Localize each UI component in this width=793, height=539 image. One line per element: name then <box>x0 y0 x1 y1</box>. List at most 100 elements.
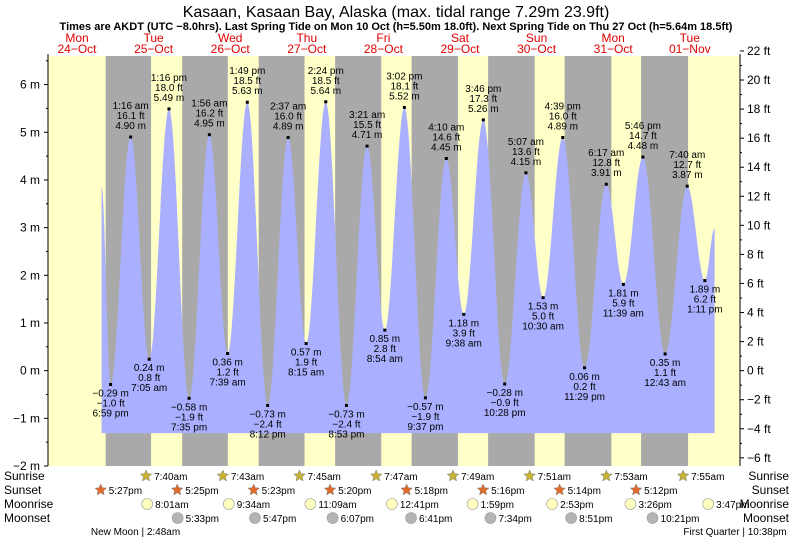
tide-label: 18.5 ft <box>233 76 261 87</box>
moonrise-time: 2:53pm <box>560 500 593 511</box>
row-label-right-sunrise: Sunrise <box>748 469 789 483</box>
sunset-time: 5:18pm <box>415 486 448 497</box>
tide-point <box>703 279 707 283</box>
sunset-icon <box>476 483 490 496</box>
day-headers: Mon24−OctTue25−OctWed26−OctThu27−OctFri2… <box>57 31 710 56</box>
tide-label: 6.2 ft <box>694 295 716 306</box>
day-header-dow: Fri <box>376 31 390 45</box>
tide-label: 16.1 ft <box>117 111 145 122</box>
day-header-date: 25−Oct <box>134 42 174 56</box>
moonset-time: 8:51pm <box>579 514 612 525</box>
tide-label: 7:05 am <box>131 383 167 394</box>
tide-label: 5.0 ft <box>532 312 554 323</box>
day-header-dow: Mon <box>65 31 88 45</box>
axes: −2 m −1 m 0 m 1 m 2 m 3 m 4 m 5 m 6 m −6 ft −4 ft −… <box>13 44 771 473</box>
moonset-icon <box>171 512 184 524</box>
tide-label: 4.15 m <box>511 157 542 168</box>
moon-phase-label: New Moon | 2:48am <box>91 527 180 538</box>
right-tick-label: −4 ft <box>747 422 771 436</box>
day-header-dow: Tue <box>680 31 701 45</box>
tide-label: 0.35 m <box>650 358 681 369</box>
tide-point <box>423 396 427 400</box>
tide-label: 11:39 am <box>603 308 644 319</box>
sunrise-icon <box>293 469 306 482</box>
tide-label: 1.89 m <box>690 285 721 296</box>
moonrise-icon <box>702 498 714 510</box>
tide-label: 7:39 am <box>210 377 246 388</box>
tide-point <box>583 366 587 370</box>
tide-point <box>365 144 369 148</box>
moonset-icon <box>484 512 497 524</box>
tide-label: 5:07 am <box>508 137 544 148</box>
moonrise-icon <box>624 498 637 510</box>
row-label-right-sunset: Sunset <box>752 483 790 497</box>
moonset-icon <box>405 512 417 524</box>
tide-label: 0.57 m <box>291 347 322 358</box>
tide-label: 5.9 ft <box>612 298 634 309</box>
tide-point <box>167 107 171 111</box>
sunset-icon <box>323 483 337 496</box>
tide-label: 0.36 m <box>212 357 243 368</box>
moonset-time: 10:21pm <box>661 514 700 525</box>
tide-label: 1:16 am <box>113 101 149 112</box>
tide-point <box>147 357 151 361</box>
right-tick-label: 4 ft <box>747 306 764 320</box>
tide-point <box>304 341 308 345</box>
sunrise-time: 7:40am <box>154 472 187 483</box>
day-header-dow: Sun <box>526 31 547 45</box>
left-tick-label: 2 m <box>20 268 40 282</box>
tide-label: 14.7 ft <box>629 131 657 142</box>
tide-label: −1.9 ft <box>411 412 439 423</box>
sunrise-icon <box>369 469 383 482</box>
tide-area <box>101 101 715 434</box>
sunrise-time: 7:43am <box>231 472 264 483</box>
left-tick-label: −1 m <box>13 411 40 425</box>
tide-point <box>444 157 448 160</box>
tide-label: 18.0 ft <box>155 83 183 94</box>
sunset-time: 5:12pm <box>644 486 677 497</box>
tide-point <box>207 133 211 137</box>
tide-label: 3.87 m <box>672 170 703 181</box>
tide-point <box>129 135 133 139</box>
tide-label: 4.71 m <box>352 130 383 141</box>
tide-label: 5.49 m <box>154 93 185 104</box>
tide-label: 17.3 ft <box>469 94 497 105</box>
tide-label: 9:38 am <box>446 338 482 349</box>
sunrise-icon <box>139 469 153 482</box>
right-tick-label: 8 ft <box>747 247 764 261</box>
tide-label: −0.73 m <box>328 409 364 420</box>
sunset-icon <box>400 483 413 496</box>
tide-point <box>481 118 485 122</box>
tide-point <box>402 105 406 109</box>
tide-point <box>604 182 608 186</box>
tide-label: 4.95 m <box>194 119 225 130</box>
sunset-icon <box>94 483 108 496</box>
day-header-date: 24−Oct <box>57 42 97 56</box>
sunrise-icon <box>446 469 460 482</box>
tide-point <box>324 100 328 104</box>
tide-label: 1.1 ft <box>654 368 676 379</box>
sunrise-time: 7:47am <box>384 472 417 483</box>
tide-label: 0.06 m <box>569 372 600 383</box>
sunrise-time: 7:53am <box>614 472 647 483</box>
tide-label: −0.28 m <box>486 388 522 399</box>
day-header-date: 26−Oct <box>211 42 251 56</box>
moonrise-time: 1:59pm <box>481 500 514 511</box>
tide-label: −0.9 ft <box>491 398 519 409</box>
row-label-left-moonrise: Moonrise <box>4 497 54 511</box>
moonset-time: 5:47pm <box>263 514 296 525</box>
day-header-dow: Tue <box>143 31 164 45</box>
moonset-icon <box>249 512 261 524</box>
tide-label: 4:39 pm <box>545 102 581 113</box>
moonset-icon <box>646 512 659 524</box>
tide-label: 5.26 m <box>468 104 499 115</box>
tide-label: 10:30 am <box>522 322 564 333</box>
moonset-time: 6:41pm <box>419 514 452 525</box>
tide-point <box>109 382 113 386</box>
right-tick-label: 6 ft <box>747 276 764 290</box>
tide-point <box>621 282 625 286</box>
tide-label: 3:21 am <box>349 110 385 121</box>
tide-label: 12.8 ft <box>592 158 620 169</box>
tide-label: −0.58 m <box>171 402 207 413</box>
tide-label: 4.89 m <box>273 122 304 133</box>
